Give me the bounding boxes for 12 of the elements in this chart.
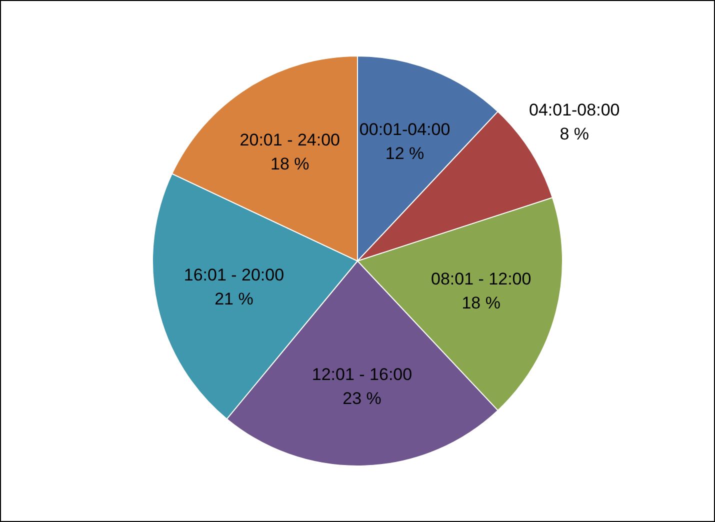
data-label: 8 % [560,124,590,144]
slice-label: 16:01 - 20:00 [184,266,284,285]
data-label: 12 % [385,144,424,163]
slice-label: 00:01-04:00 [359,120,450,139]
slice-label: 12:01 - 16:00 [312,365,412,384]
data-label: 23 % [342,389,382,408]
slice-label: 08:01 - 12:00 [431,270,532,289]
slice-label: 04:01-08:00 [528,100,620,120]
data-label: 18 % [462,294,500,313]
slice-label: 20:01 - 24:00 [240,130,340,150]
data-label: 21 % [214,290,254,309]
data-label: 18 % [270,154,310,174]
